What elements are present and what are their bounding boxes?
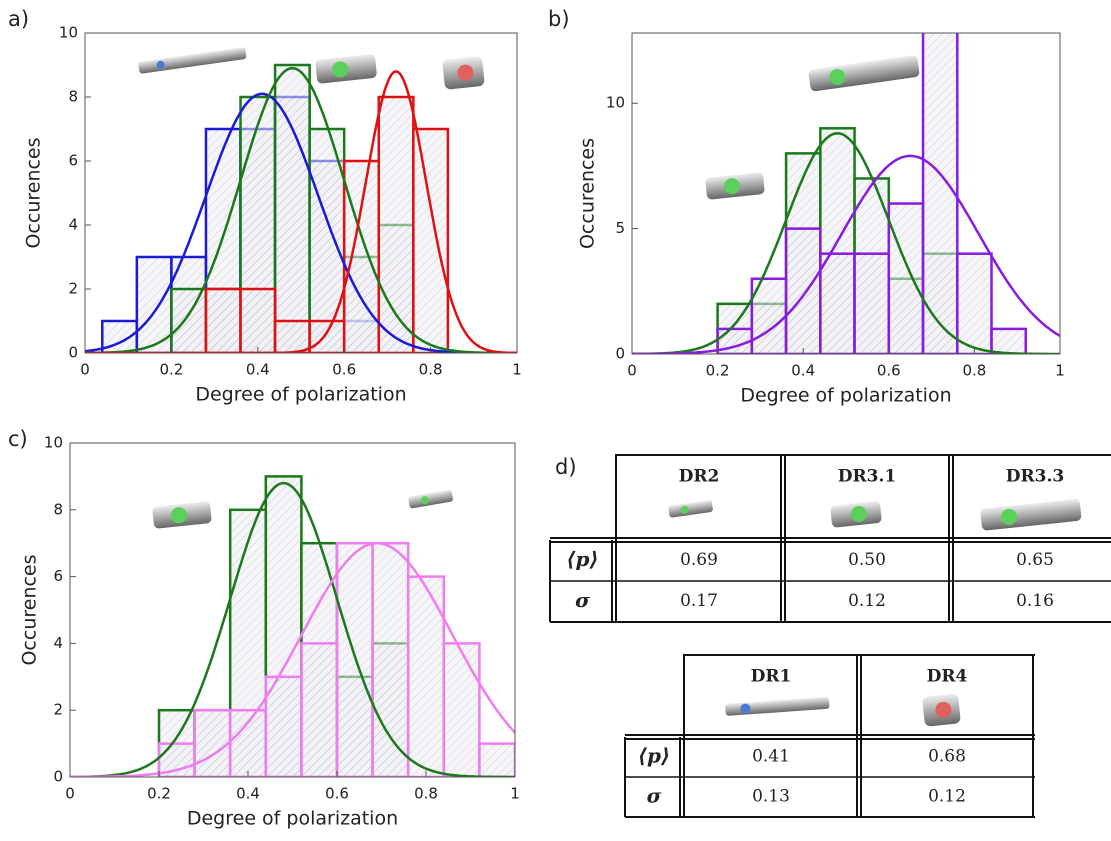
histogram-bar bbox=[342, 159, 381, 353]
histogram-bar bbox=[784, 227, 822, 354]
histogram-bar bbox=[264, 675, 303, 777]
y-tick-label: 2 bbox=[68, 280, 78, 298]
x-tick-label: 0.2 bbox=[159, 361, 183, 379]
fit-curve bbox=[85, 92, 517, 353]
table-row-header: σ bbox=[647, 784, 662, 808]
histogram-bar bbox=[273, 63, 311, 353]
histogram-bar bbox=[921, 33, 959, 354]
plot-frame bbox=[84, 32, 518, 354]
y-axis-label: Occurences bbox=[577, 138, 599, 249]
table-cell: 0.17 bbox=[680, 591, 718, 611]
table-cell: 0.16 bbox=[1016, 591, 1054, 611]
table-row-header: σ bbox=[575, 588, 590, 612]
y-tick-label: 4 bbox=[68, 216, 78, 234]
x-tick-label: 0 bbox=[627, 362, 637, 380]
x-tick-label: 0.2 bbox=[147, 785, 171, 803]
histogram-bar bbox=[228, 708, 268, 777]
y-tick-label: 10 bbox=[44, 434, 63, 452]
fit-curve bbox=[632, 154, 1060, 354]
histogram-bar bbox=[300, 642, 339, 777]
table-cell: 0.69 bbox=[680, 550, 718, 570]
histogram-bar bbox=[412, 127, 450, 353]
histogram-bar bbox=[853, 252, 891, 354]
histogram-bar bbox=[193, 708, 232, 777]
plot-frame bbox=[69, 442, 516, 778]
x-tick-label: 0.6 bbox=[877, 362, 901, 380]
y-tick-label: 10 bbox=[59, 24, 78, 42]
y-tick-label: 6 bbox=[53, 567, 63, 585]
table-column-header: DR4 bbox=[927, 667, 968, 687]
x-tick-label: 1 bbox=[510, 785, 520, 803]
table-column-header: DR1 bbox=[751, 667, 792, 687]
histogram-bar bbox=[308, 319, 346, 353]
y-axis-label: Occurences bbox=[19, 554, 41, 665]
histogram-bar bbox=[170, 287, 208, 353]
x-tick-label: 0 bbox=[80, 361, 90, 379]
y-tick-label: 10 bbox=[606, 94, 625, 112]
x-tick-label: 0.4 bbox=[791, 362, 815, 380]
fit-curve bbox=[70, 481, 515, 777]
panel-label: a) bbox=[8, 7, 29, 31]
x-tick-label: 0 bbox=[65, 785, 75, 803]
panel-label: b) bbox=[548, 7, 570, 31]
x-tick-label: 0.4 bbox=[246, 361, 270, 379]
x-axis-label: Degree of polarization bbox=[740, 385, 951, 407]
table-column-header: DR2 bbox=[679, 467, 720, 487]
y-tick-label: 4 bbox=[53, 634, 63, 652]
table-cell: 0.50 bbox=[848, 550, 886, 570]
fit-curve bbox=[85, 66, 517, 353]
histogram-bar bbox=[887, 202, 925, 354]
panel-label: d) bbox=[555, 455, 577, 479]
x-axis-label: Degree of polarization bbox=[187, 808, 398, 830]
x-tick-label: 0.8 bbox=[962, 362, 986, 380]
histogram-bar bbox=[990, 327, 1028, 354]
table-cell: 0.12 bbox=[928, 787, 966, 807]
table-cell: 0.41 bbox=[752, 747, 790, 767]
y-tick-label: 2 bbox=[53, 701, 63, 719]
fit-curve bbox=[70, 541, 515, 777]
x-tick-label: 0.6 bbox=[332, 361, 356, 379]
x-tick-label: 1 bbox=[1055, 362, 1065, 380]
y-tick-label: 5 bbox=[615, 219, 625, 237]
table-cell: 0.12 bbox=[848, 591, 886, 611]
table-column-header: DR3.1 bbox=[838, 467, 896, 487]
y-tick-label: 0 bbox=[53, 768, 63, 786]
x-tick-label: 0.8 bbox=[419, 361, 443, 379]
table-row-header: ⟨p⟩ bbox=[638, 744, 670, 768]
y-tick-label: 8 bbox=[53, 500, 63, 518]
y-tick-label: 6 bbox=[68, 152, 78, 170]
nanorod-icons bbox=[138, 47, 1082, 727]
histogram-bar bbox=[308, 127, 346, 353]
x-tick-label: 1 bbox=[512, 361, 522, 379]
table-cell: 0.13 bbox=[752, 787, 790, 807]
histogram-bar bbox=[371, 541, 410, 777]
x-tick-label: 0.8 bbox=[414, 785, 438, 803]
plot-frame bbox=[631, 32, 1061, 355]
table-cell: 0.68 bbox=[928, 747, 966, 767]
y-tick-label: 0 bbox=[68, 344, 78, 362]
histogram-bar bbox=[377, 95, 415, 353]
y-tick-label: 8 bbox=[68, 88, 78, 106]
histogram-bar bbox=[956, 252, 993, 354]
table-row-header: ⟨p⟩ bbox=[566, 547, 598, 571]
x-tick-label: 0.4 bbox=[236, 785, 260, 803]
fit-curve bbox=[85, 70, 517, 353]
x-tick-label: 0.2 bbox=[706, 362, 730, 380]
x-tick-label: 0.6 bbox=[325, 785, 349, 803]
histogram-bar bbox=[442, 642, 481, 777]
histogram-bar bbox=[273, 319, 311, 353]
histogram-bar bbox=[239, 287, 277, 353]
y-tick-label: 0 bbox=[615, 345, 625, 363]
table-column-header: DR3.3 bbox=[1006, 467, 1064, 487]
fit-curve bbox=[632, 132, 1060, 354]
histogram-bar bbox=[204, 287, 242, 353]
x-axis-label: Degree of polarization bbox=[195, 384, 406, 406]
panel-label: c) bbox=[8, 427, 28, 451]
histogram-bar bbox=[819, 252, 856, 354]
histogram-bar bbox=[478, 742, 515, 777]
table-cell: 0.65 bbox=[1016, 550, 1054, 570]
y-axis-label: Occurences bbox=[23, 137, 45, 248]
